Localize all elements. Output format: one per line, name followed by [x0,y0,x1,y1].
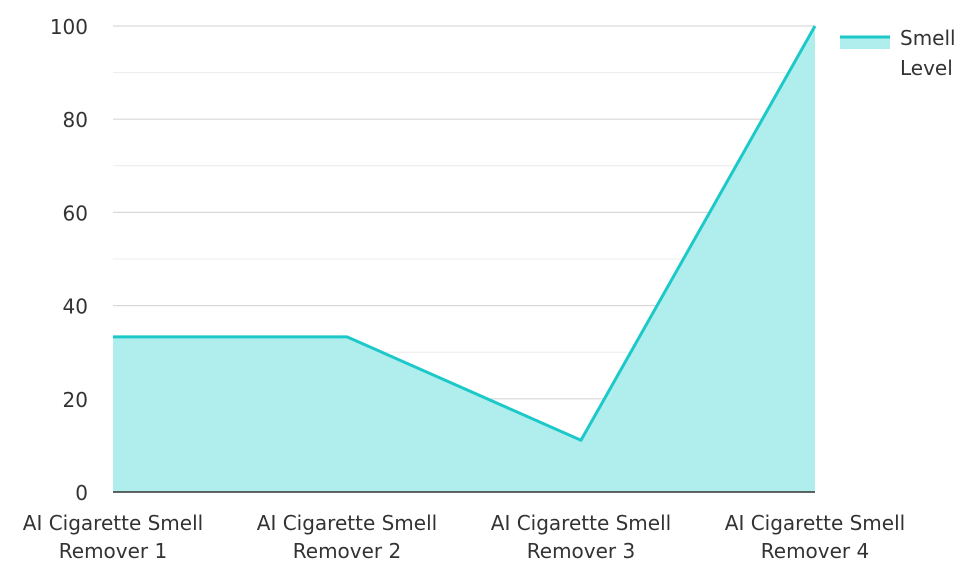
y-tick-label: 100 [50,15,88,39]
legend-swatch [840,37,890,49]
y-tick-label: 0 [75,481,88,505]
y-tick-label: 40 [63,295,88,319]
y-tick-label: 80 [63,108,88,132]
y-tick-label: 20 [63,388,88,412]
y-tick-label: 60 [63,201,88,225]
